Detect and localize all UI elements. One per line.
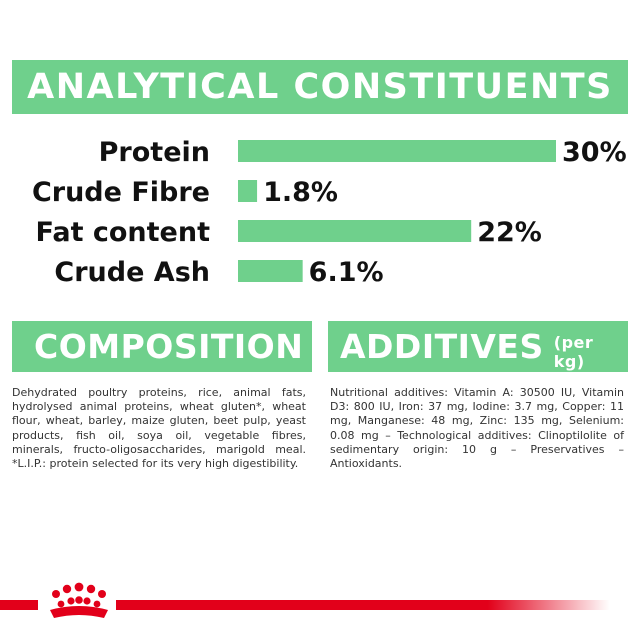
value-label-crude-fibre: 1.8% [263, 177, 338, 208]
brand-stripe [0, 600, 610, 610]
footer [0, 582, 610, 625]
banner-title: ANALYTICAL CONSTITUENTS [27, 67, 613, 107]
value-label-crude-ash: 6.1% [309, 257, 384, 288]
value-label-protein: 30% [562, 137, 627, 168]
bar-crude-fibre [238, 180, 258, 202]
value-label-fat-content: 22% [477, 217, 542, 248]
composition-text: Dehydrated poultry proteins, rice, anima… [12, 386, 306, 471]
additives-unit: (per kg) [553, 332, 594, 371]
category-label-fat-content: Fat content [35, 217, 210, 248]
additives-banner: ADDITIVES (per kg) [328, 321, 628, 372]
additives-heading: ADDITIVES [340, 327, 544, 366]
composition-banner: COMPOSITION [12, 321, 312, 372]
additives-text: Nutritional additives: Vitamin A: 30500 … [330, 386, 624, 471]
bar-protein [238, 140, 556, 162]
analytical-constituents-banner: ANALYTICAL CONSTITUENTS [12, 60, 628, 114]
bar-crude-ash [238, 260, 303, 282]
category-label-crude-fibre: Crude Fibre [32, 177, 210, 208]
crown-icon [38, 582, 116, 625]
analytical-constituents-chart: Protein 30% Crude Fibre 1.8% Fat content 22% C… [32, 137, 627, 288]
bar-fat-content [238, 220, 472, 242]
category-label-crude-ash: Crude Ash [54, 257, 210, 288]
category-label-protein: Protein [99, 137, 210, 168]
composition-heading: COMPOSITION [34, 327, 304, 366]
